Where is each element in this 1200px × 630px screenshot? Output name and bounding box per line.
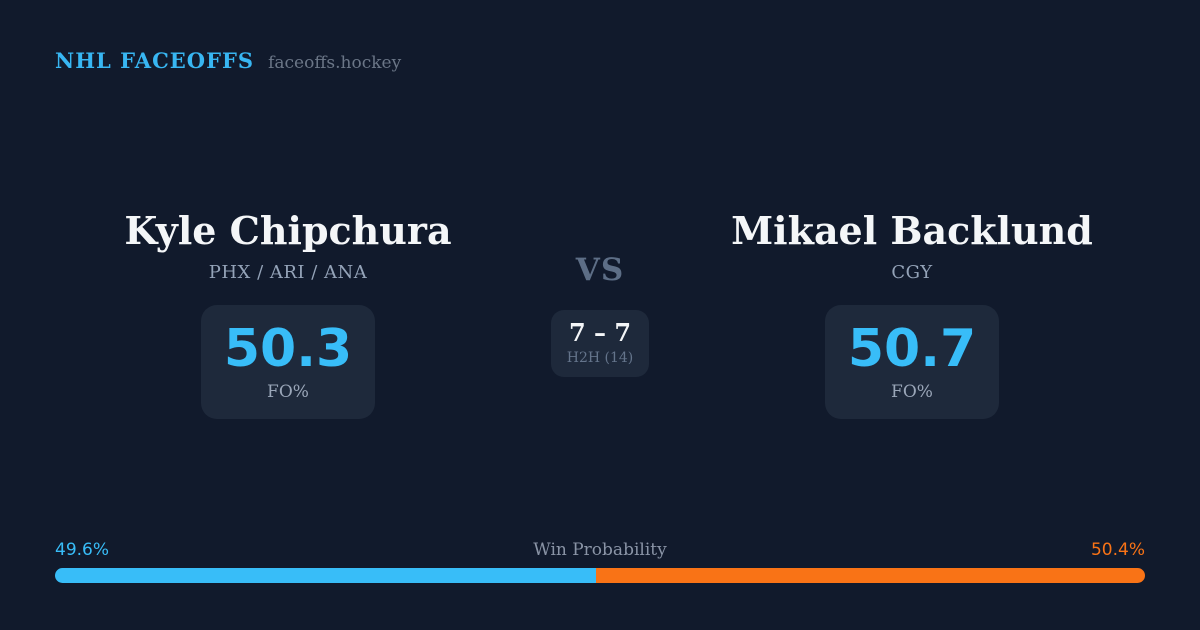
brand-title: NHL FACEOFFS [55, 48, 255, 73]
win-probability-labels: 49.6% Win Probability 50.4% [55, 540, 1145, 562]
right-stat-value: 50.7 [847, 318, 977, 379]
left-stat-value: 50.3 [223, 318, 353, 379]
win-probability-right-pct: 50.4% [1090, 540, 1145, 560]
left-stat-label: FO% [267, 382, 309, 403]
brand-domain: faceoffs.hockey [268, 53, 402, 73]
left-player-teams: PHX / ARI / ANA [208, 262, 368, 283]
win-probability-title: Win Probability [533, 540, 667, 560]
header: NHL FACEOFFS faceoffs.hockey [55, 48, 401, 73]
left-player-name: Kyle Chipchura [124, 208, 452, 253]
vs-label: VS [575, 252, 625, 288]
right-player-teams: CGY [891, 262, 933, 283]
right-player-name: Mikael Backlund [731, 208, 1093, 253]
win-probability-bar-left-segment [55, 568, 596, 583]
win-probability-bar [55, 568, 1145, 583]
right-stat-label: FO% [891, 382, 933, 403]
left-stat-card: 50.3 FO% [201, 305, 375, 419]
h2h-card: 7 – 7 H2H (14) [551, 310, 649, 377]
h2h-score: 7 – 7 [568, 318, 632, 347]
h2h-label: H2H (14) [566, 350, 634, 366]
win-probability-bar-right-segment [595, 568, 1145, 583]
win-probability-left-pct: 49.6% [55, 540, 110, 560]
right-stat-card: 50.7 FO% [825, 305, 999, 419]
